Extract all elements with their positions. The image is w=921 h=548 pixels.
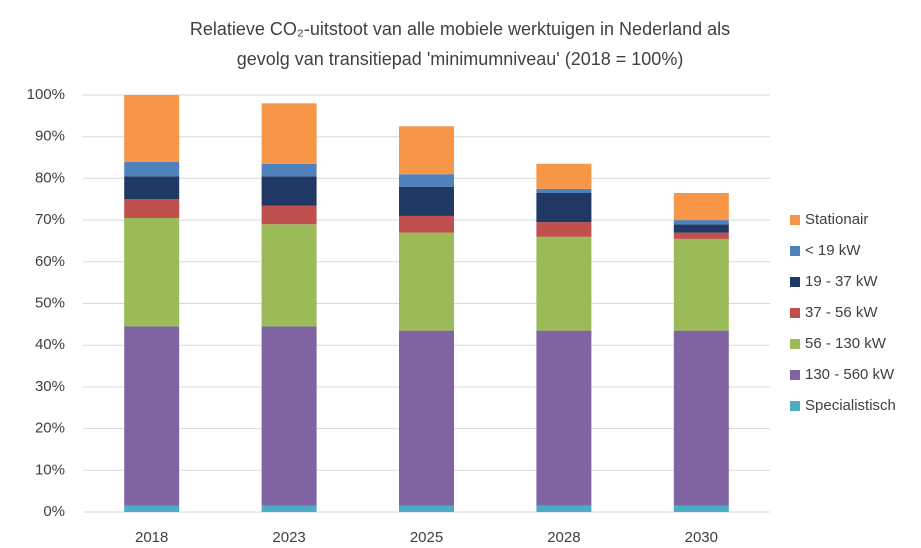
legend-swatch: [790, 246, 800, 256]
bar-segment: [124, 161, 180, 177]
bar-segment: [399, 232, 454, 331]
bar-segment: [124, 199, 180, 219]
y-tick-label: 90%: [35, 128, 65, 145]
x-tick-label: 2023: [272, 529, 305, 546]
y-tick-label: 80%: [35, 169, 65, 186]
bar-segment: [124, 505, 180, 512]
y-tick-label: 0%: [43, 503, 65, 520]
bar-segment: [399, 215, 454, 233]
bar-segment: [261, 505, 317, 512]
bar-segment: [261, 326, 317, 506]
bar-segment: [399, 174, 454, 187]
bar-segment: [536, 236, 592, 331]
bar-segment: [124, 218, 180, 327]
bar-segment: [261, 163, 317, 177]
legend-label: 37 - 56 kW: [805, 304, 878, 321]
bar-segment: [536, 192, 592, 223]
bar-segment: [399, 505, 454, 512]
y-tick-label: 30%: [35, 378, 65, 395]
bar-segment: [536, 163, 592, 189]
bar-segment: [399, 186, 454, 216]
bar-segment: [673, 220, 729, 225]
legend-swatch: [790, 370, 800, 380]
bar-segment: [536, 222, 592, 237]
legend-swatch: [790, 339, 800, 349]
legend-swatch: [790, 308, 800, 318]
bar-segment: [536, 188, 592, 193]
legend-label: Specialistisch: [805, 397, 896, 414]
legend-label: 130 - 560 kW: [805, 366, 895, 383]
bar-segment: [673, 232, 729, 239]
y-tick-label: 50%: [35, 294, 65, 311]
bar-segment: [261, 103, 317, 164]
bar-segment: [673, 192, 729, 221]
bar-segment: [673, 330, 729, 506]
bar-segment: [399, 126, 454, 175]
x-tick-label: 2028: [547, 529, 580, 546]
y-tick-label: 40%: [35, 336, 65, 353]
chart-title: Relatieve CO₂-uitstoot van alle mobiele …: [190, 19, 730, 39]
y-tick-label: 70%: [35, 211, 65, 228]
x-tick-label: 2030: [685, 529, 718, 546]
x-tick-label: 2025: [410, 529, 443, 546]
legend-label: 56 - 130 kW: [805, 335, 887, 352]
y-tick-label: 100%: [27, 86, 65, 103]
bar-segment: [124, 326, 180, 506]
legend-swatch: [790, 277, 800, 287]
bar-segment: [261, 176, 317, 206]
bar-segment: [124, 95, 180, 162]
legend-label: 19 - 37 kW: [805, 273, 878, 290]
legend-swatch: [790, 215, 800, 225]
bar-segment: [673, 505, 729, 512]
bar-segment: [124, 176, 180, 200]
bar-segment: [536, 330, 592, 506]
x-tick-label: 2018: [135, 529, 168, 546]
legend-swatch: [790, 401, 800, 411]
bar-segment: [399, 330, 454, 506]
bar-segment: [536, 505, 592, 512]
y-tick-label: 60%: [35, 253, 65, 270]
bar-segment: [673, 224, 729, 233]
legend-label: Stationair: [805, 211, 868, 228]
legend-label: < 19 kW: [805, 242, 861, 259]
y-tick-label: 20%: [35, 420, 65, 437]
bar-segment: [261, 224, 317, 327]
y-tick-label: 10%: [35, 461, 65, 478]
bar-segment: [673, 238, 729, 331]
bar-segment: [261, 205, 317, 225]
chart-title: gevolg van transitiepad 'minimumniveau' …: [237, 49, 684, 69]
